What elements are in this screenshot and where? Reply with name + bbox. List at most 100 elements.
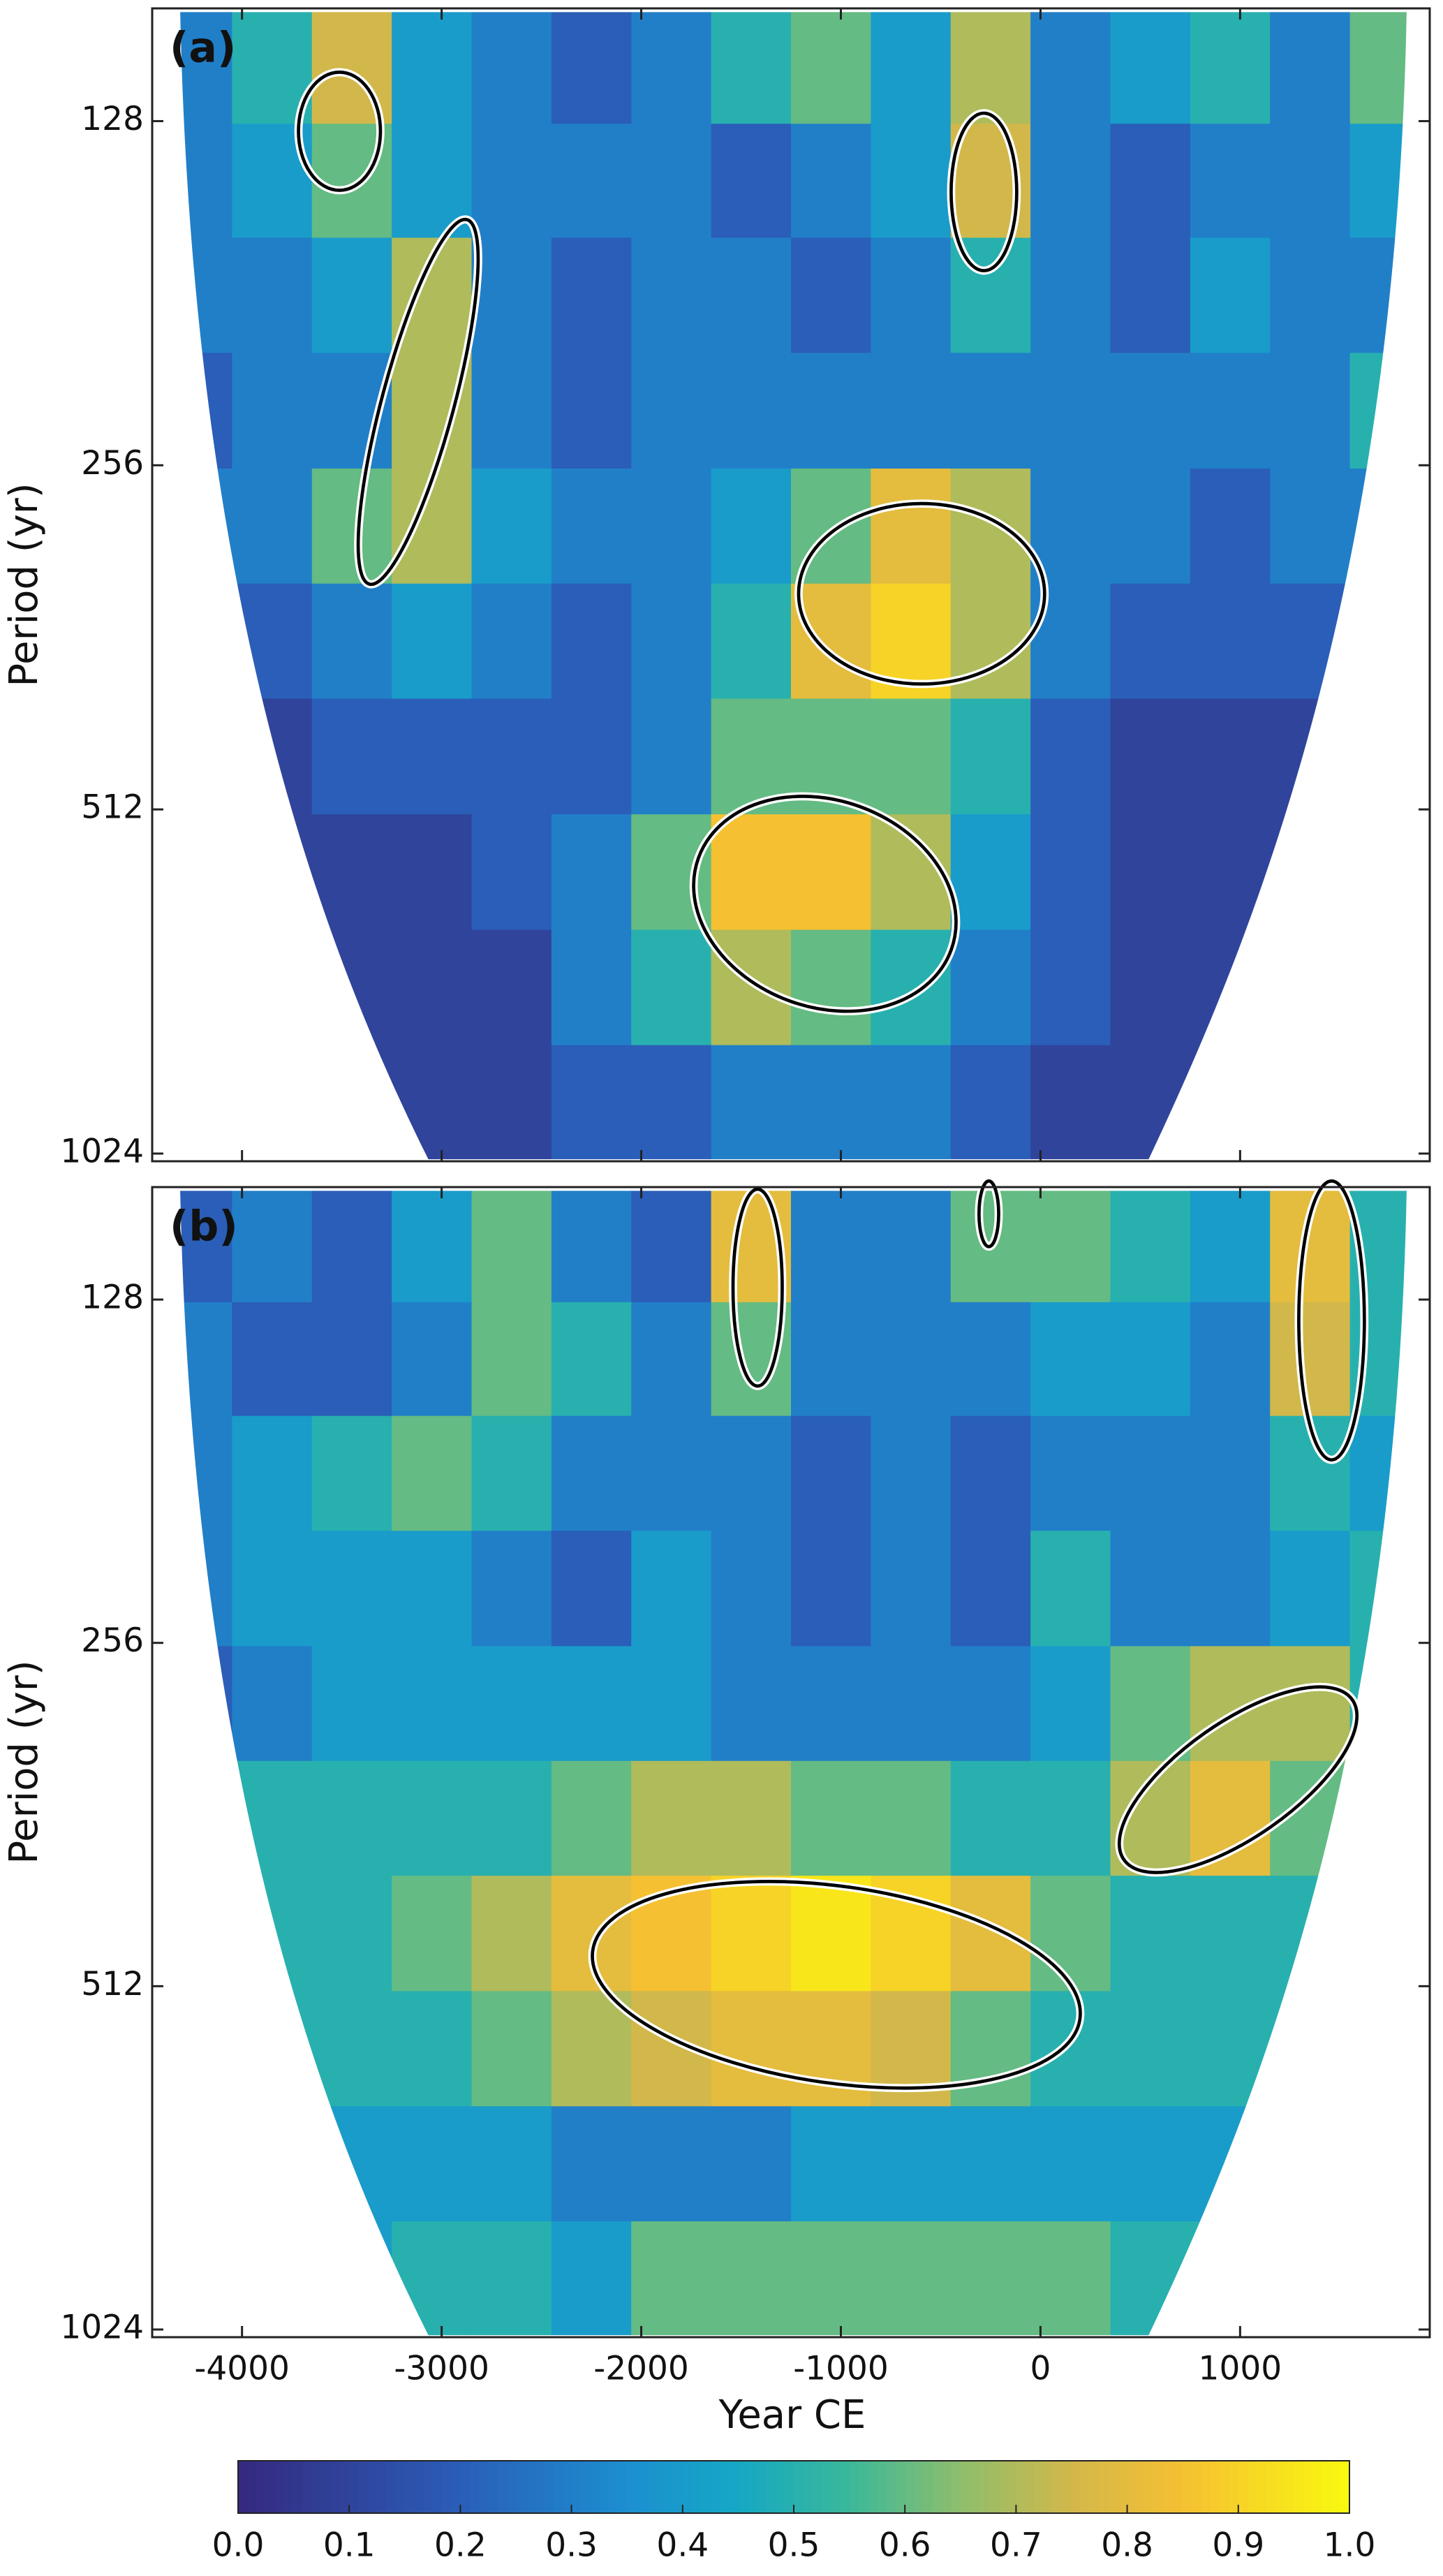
heatmap-cell bbox=[791, 1191, 871, 1303]
y-tick-label: 256 bbox=[81, 444, 144, 483]
heatmap-cell bbox=[950, 353, 1031, 469]
colorbar-swatch bbox=[1081, 2461, 1091, 2513]
heatmap-cell bbox=[871, 2221, 952, 2336]
colorbar-swatch bbox=[636, 2461, 646, 2513]
heatmap-cell bbox=[1190, 353, 1271, 469]
colorbar-swatch bbox=[719, 2461, 730, 2513]
colorbar-swatch bbox=[321, 2461, 332, 2513]
heatmap-cell bbox=[551, 1760, 632, 1876]
heatmap-cell bbox=[392, 1531, 472, 1647]
heatmap-cell bbox=[232, 1302, 313, 1417]
colorbar-swatch bbox=[1072, 2461, 1081, 2513]
heatmap-cell bbox=[950, 1646, 1031, 1762]
heatmap-cell bbox=[311, 1646, 392, 1762]
heatmap-cell bbox=[392, 1991, 472, 2107]
heatmap-cell bbox=[711, 1531, 792, 1647]
colorbar-swatch bbox=[238, 2461, 248, 2513]
heatmap-cell bbox=[791, 1876, 871, 1992]
heatmap-cell bbox=[791, 1531, 871, 1647]
colorbar-swatch bbox=[580, 2461, 591, 2513]
heatmap-cell bbox=[1110, 1191, 1191, 1303]
heatmap-cell bbox=[791, 2106, 871, 2222]
colorbar-swatch bbox=[849, 2461, 859, 2513]
heatmap-cell bbox=[232, 1646, 313, 1762]
heatmap-cell bbox=[232, 1531, 313, 1647]
heatmap-cell bbox=[392, 1646, 472, 1762]
heatmap-cell bbox=[871, 1646, 952, 1762]
heatmap-cell bbox=[392, 12, 472, 124]
colorbar-swatch bbox=[497, 2461, 508, 2513]
heatmap-cell bbox=[471, 1876, 552, 1992]
colorbar-swatch bbox=[784, 2461, 794, 2513]
colorbar-swatch bbox=[877, 2461, 887, 2513]
heatmap-cell bbox=[1110, 1991, 1191, 2107]
heatmap-cell bbox=[711, 2106, 792, 2222]
heatmap-cell bbox=[631, 698, 712, 815]
heatmap-cell bbox=[791, 1045, 871, 1160]
heatmap-cell bbox=[1030, 124, 1111, 238]
x-axis-label: Year CE bbox=[718, 2392, 866, 2438]
heatmap-cell bbox=[551, 124, 632, 238]
heatmap-cell bbox=[551, 2221, 632, 2336]
heatmap-cell bbox=[1030, 1531, 1111, 1647]
heatmap-cell bbox=[1030, 2106, 1111, 2222]
colorbar-swatch bbox=[933, 2461, 942, 2513]
heatmap-cell bbox=[871, 1045, 952, 1160]
colorbar-swatch bbox=[302, 2461, 313, 2513]
plot-frame bbox=[151, 7, 1431, 1163]
heatmap-cell bbox=[711, 1991, 792, 2107]
heatmap-cell bbox=[1110, 468, 1191, 584]
heatmap-cell bbox=[791, 237, 871, 353]
colorbar-swatch bbox=[840, 2461, 850, 2513]
heatmap-cell bbox=[1270, 1531, 1351, 1647]
heatmap-cell bbox=[871, 1191, 952, 1303]
heatmap-cell bbox=[1270, 1302, 1351, 1417]
heatmap-cell bbox=[711, 1760, 792, 1876]
heatmap-cell bbox=[871, 237, 952, 353]
colorbar-swatch bbox=[1164, 2461, 1174, 2513]
colorbar-swatch bbox=[432, 2461, 443, 2513]
heatmap-cell bbox=[551, 929, 632, 1046]
heatmap-cell bbox=[1190, 583, 1271, 700]
heatmap-cell bbox=[711, 1415, 792, 1531]
heatmap-cell bbox=[1110, 353, 1191, 469]
colorbar-swatch bbox=[1062, 2461, 1072, 2513]
x-tick-label: 1000 bbox=[1199, 2350, 1282, 2388]
colorbar-swatch bbox=[914, 2461, 924, 2513]
colorbar-swatch bbox=[404, 2461, 415, 2513]
colorbar-swatch bbox=[1090, 2461, 1100, 2513]
heatmap-cell bbox=[551, 468, 632, 584]
colorbar-swatch bbox=[516, 2461, 526, 2513]
colorbar-swatch bbox=[1183, 2461, 1193, 2513]
heatmap-cell bbox=[871, 353, 952, 469]
colorbar-tick-label: 0.5 bbox=[768, 2526, 820, 2565]
colorbar-swatch bbox=[1192, 2461, 1202, 2513]
colorbar-swatch bbox=[358, 2461, 369, 2513]
colorbar-swatch bbox=[469, 2461, 480, 2513]
colorbar-swatch bbox=[905, 2461, 915, 2513]
heatmap-cell bbox=[950, 814, 1031, 931]
colorbar-swatch bbox=[525, 2461, 535, 2513]
heatmap-cell bbox=[711, 583, 792, 700]
heatmap-cell bbox=[1190, 1302, 1271, 1417]
colorbar-swatch bbox=[339, 2461, 350, 2513]
heatmap-cell bbox=[1270, 237, 1351, 353]
heatmap-cell bbox=[232, 237, 313, 353]
colorbar-swatch bbox=[571, 2461, 582, 2513]
heatmap-cell bbox=[392, 698, 472, 815]
colorbar-swatch bbox=[1285, 2461, 1294, 2513]
heatmap-cell bbox=[711, 124, 792, 238]
heatmap-cell bbox=[1110, 1876, 1191, 1992]
heatmap-cell bbox=[551, 1302, 632, 1417]
heatmap-cell bbox=[551, 698, 632, 815]
heatmap-cell bbox=[392, 1302, 472, 1417]
heatmap-cell bbox=[791, 583, 871, 700]
heatmap-cell bbox=[1270, 1646, 1351, 1762]
colorbar-swatch bbox=[1016, 2461, 1026, 2513]
colorbar-swatch bbox=[756, 2461, 767, 2513]
heatmap-cell bbox=[1110, 1531, 1191, 1647]
heatmap-cell bbox=[392, 1760, 472, 1876]
colorbar-swatch bbox=[766, 2461, 776, 2513]
colorbar-tick-label: 0.3 bbox=[545, 2526, 598, 2565]
heatmap-cell bbox=[471, 1045, 552, 1160]
